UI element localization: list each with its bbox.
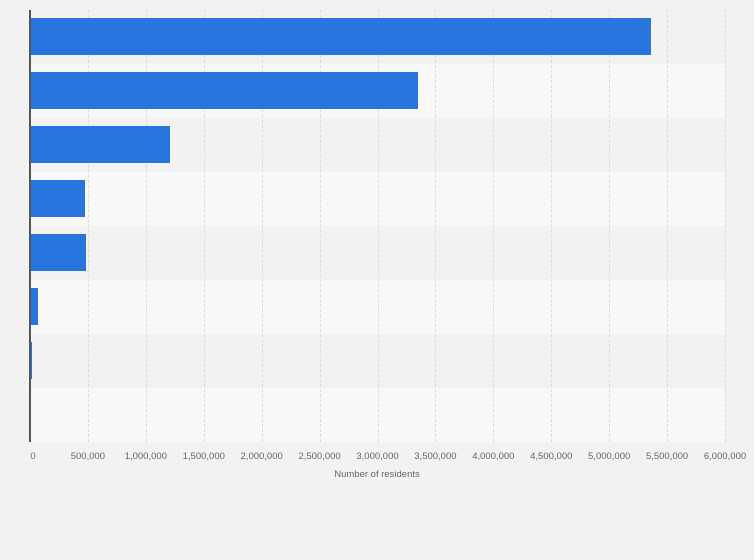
- y-axis-line: [29, 10, 31, 442]
- gridline: [667, 10, 669, 442]
- x-tick-label: 3,500,000: [414, 451, 457, 462]
- bar[interactable]: [30, 234, 87, 271]
- x-tick-label: 0: [30, 451, 36, 462]
- gridline: [377, 10, 379, 442]
- gridline: [609, 10, 611, 442]
- gridline: [145, 10, 147, 442]
- x-tick-label: 3,000,000: [356, 451, 399, 462]
- bar[interactable]: [30, 288, 39, 325]
- x-tick-label: 4,500,000: [530, 451, 573, 462]
- gridline: [203, 10, 205, 442]
- gridline: [725, 10, 726, 442]
- x-tick-label: 1,500,000: [182, 451, 225, 462]
- gridline: [319, 10, 321, 442]
- x-tick-label: 4,000,000: [472, 451, 515, 462]
- bar[interactable]: [30, 18, 651, 55]
- gridline: [551, 10, 553, 442]
- x-tick-label: 1,000,000: [124, 451, 167, 462]
- gridline: [261, 10, 263, 442]
- gridline: [87, 10, 89, 442]
- x-tick-label: 5,500,000: [645, 451, 689, 462]
- bar[interactable]: [30, 180, 86, 217]
- x-tick-label: 2,500,000: [298, 451, 341, 462]
- bar[interactable]: [30, 126, 171, 163]
- x-tick-label: 500,000: [70, 451, 106, 462]
- x-tick-label: 5,000,000: [588, 451, 631, 462]
- gridline: [493, 10, 495, 442]
- gridline: [435, 10, 437, 442]
- x-tick-label: 6,000,000: [703, 451, 747, 462]
- x-tick-label: 2,000,000: [240, 451, 283, 462]
- x-axis-label: Number of residents: [334, 469, 420, 480]
- bar[interactable]: [30, 72, 419, 109]
